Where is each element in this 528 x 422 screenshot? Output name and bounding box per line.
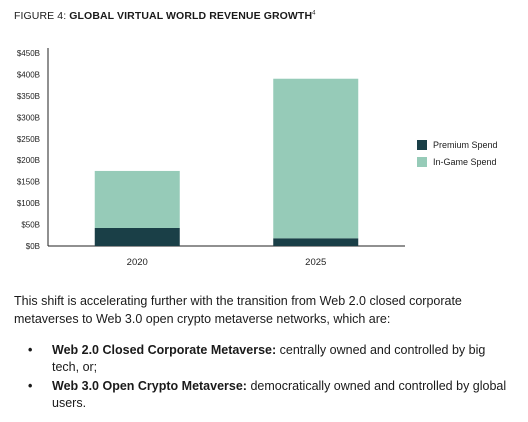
y-tick-label: $200B bbox=[17, 156, 40, 165]
y-tick-label: $400B bbox=[17, 70, 40, 79]
x-category-label: 2020 bbox=[127, 257, 148, 268]
legend-item-ingame: In-Game Spend bbox=[417, 153, 498, 170]
body-paragraph: This shift is accelerating further with … bbox=[14, 294, 462, 326]
legend-label-ingame: In-Game Spend bbox=[433, 156, 497, 167]
figure-title-prefix: FIGURE 4: bbox=[14, 10, 70, 22]
y-tick-label: $250B bbox=[17, 135, 40, 144]
bullet-item-web2: • Web 2.0 Closed Corporate Metaverse: cen… bbox=[14, 342, 514, 376]
legend-swatch-ingame bbox=[417, 156, 427, 167]
figure-footnote-marker: 4 bbox=[312, 10, 316, 17]
y-tick-label: $50B bbox=[21, 221, 40, 230]
bullet-list: • Web 2.0 Closed Corporate Metaverse: cen… bbox=[14, 342, 514, 414]
bar-ingame-2025 bbox=[273, 78, 359, 239]
y-tick-label: $350B bbox=[17, 92, 40, 101]
legend-label-premium: Premium Spend bbox=[433, 139, 498, 150]
legend-swatch-premium bbox=[417, 139, 427, 150]
bullet-item-web3: • Web 3.0 Open Crypto Metaverse: democrat… bbox=[14, 378, 514, 412]
x-category-label: 2025 bbox=[305, 257, 326, 268]
bullet-text-web2: centrally owned and controlled by big te… bbox=[52, 343, 486, 374]
y-tick-label: $450B bbox=[17, 49, 40, 58]
figure-title-main: GLOBAL VIRTUAL WORLD REVENUE GROWTH bbox=[69, 10, 313, 22]
bullet-term-web3: Web 3.0 Open Crypto Metaverse: bbox=[52, 379, 247, 393]
y-tick-label: $0B bbox=[26, 242, 40, 251]
y-tick-label: $150B bbox=[17, 178, 40, 187]
y-tick-label: $300B bbox=[17, 113, 40, 122]
bar-premium-2020 bbox=[94, 227, 180, 246]
bullet-term-web2: Web 2.0 Closed Corporate Metaverse: bbox=[52, 343, 277, 357]
bullet-text-web3: democratically owned and controlled by g… bbox=[52, 379, 507, 410]
y-tick-label: $100B bbox=[17, 199, 40, 208]
bullet-marker: • bbox=[28, 343, 33, 357]
bar-chart: $0B $50B $100B $150B $200B $250B $300B $350B $40… bbox=[17, 48, 405, 268]
bullet-marker: • bbox=[28, 379, 33, 393]
bar-ingame-2020 bbox=[94, 170, 180, 228]
bar-premium-2025 bbox=[273, 238, 359, 246]
figure-title: FIGURE 4: GLOBAL VIRTUAL WORLD REVENUE G… bbox=[14, 10, 316, 22]
legend-item-premium: Premium Spend bbox=[417, 136, 498, 153]
chart-legend: Premium Spend In-Game Spend bbox=[417, 136, 498, 170]
